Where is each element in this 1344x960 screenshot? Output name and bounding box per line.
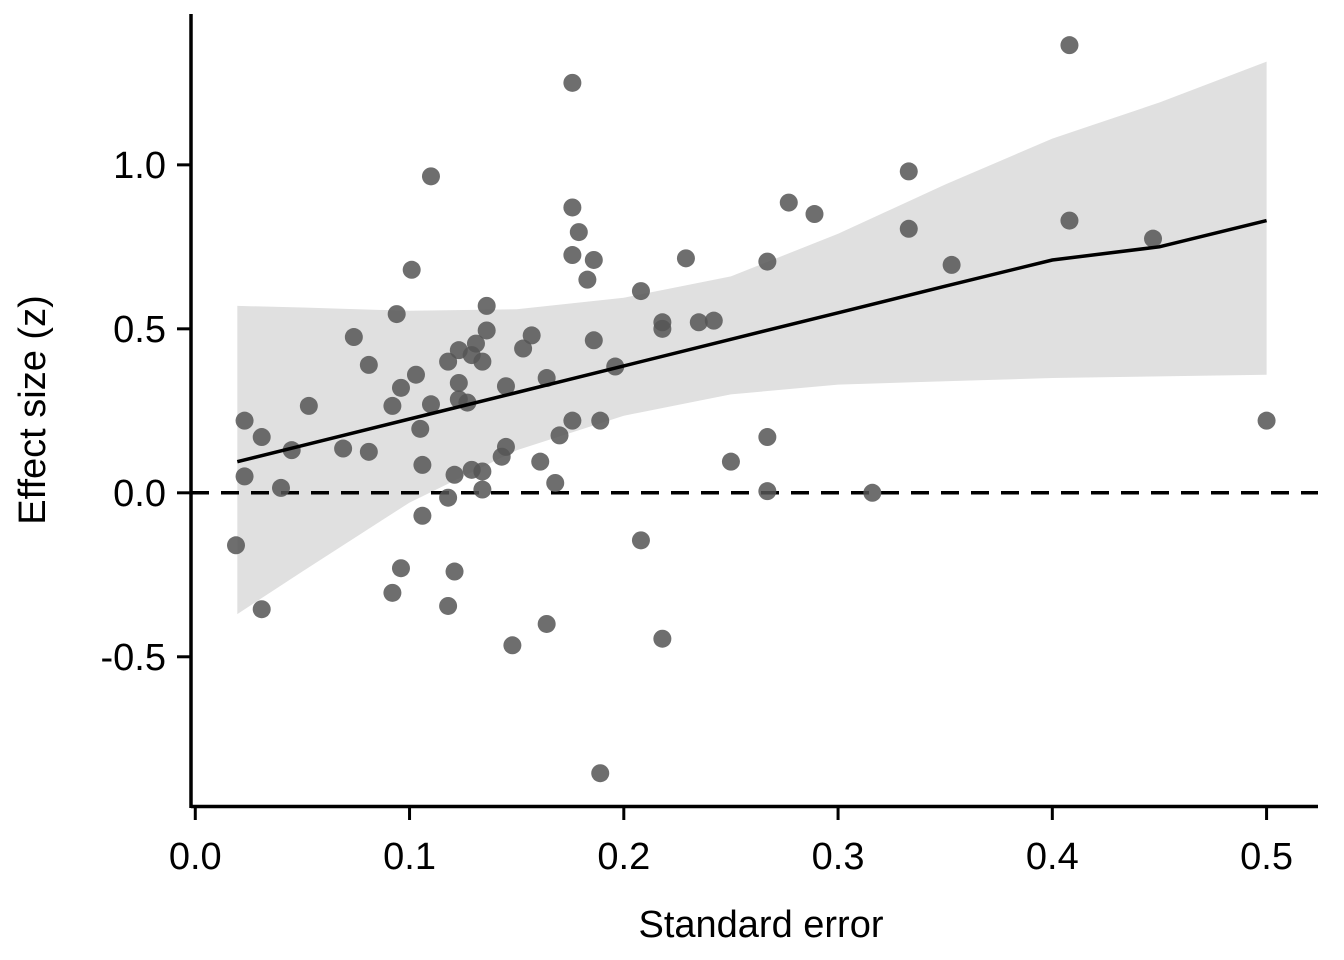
confidence-band <box>237 61 1267 615</box>
data-point <box>550 426 569 445</box>
data-point <box>226 536 245 555</box>
x-tick-label: 0.2 <box>597 836 650 878</box>
data-point <box>899 162 918 181</box>
data-point <box>235 411 254 430</box>
plot-area <box>191 36 1318 783</box>
ticks: 0.0 0.1 0.2 0.3 0.4 0.5 -0.5 0.0 0.5 1.0 <box>101 145 1293 878</box>
axes <box>189 14 1318 809</box>
data-point <box>631 531 650 550</box>
data-point <box>546 473 565 492</box>
data-point <box>402 260 421 279</box>
data-point <box>383 396 402 415</box>
data-point <box>496 437 515 456</box>
data-point <box>758 252 777 271</box>
data-point <box>334 439 353 458</box>
data-point <box>591 411 610 430</box>
data-point <box>578 270 597 289</box>
data-point <box>252 600 271 619</box>
y-tick-label: -0.5 <box>101 637 166 679</box>
data-point <box>531 452 550 471</box>
data-point <box>1257 411 1276 430</box>
data-point <box>391 559 410 578</box>
data-point <box>359 442 378 461</box>
data-point <box>406 365 425 384</box>
data-point <box>391 378 410 397</box>
data-point <box>653 319 672 338</box>
data-point <box>344 328 363 347</box>
data-point <box>653 629 672 648</box>
x-tick-label: 0.0 <box>169 836 222 878</box>
data-point <box>411 419 430 438</box>
data-point <box>383 583 402 602</box>
data-point <box>758 482 777 501</box>
data-point <box>445 465 464 484</box>
x-tick-label: 0.5 <box>1240 836 1293 878</box>
data-point <box>477 321 496 340</box>
data-point <box>721 452 740 471</box>
data-point <box>758 428 777 447</box>
data-point <box>1060 36 1079 55</box>
data-point <box>503 636 522 655</box>
data-point <box>439 596 458 615</box>
data-point <box>439 352 458 371</box>
data-point <box>689 313 708 332</box>
data-point <box>1060 211 1079 230</box>
data-point <box>863 483 882 502</box>
data-point <box>413 455 432 474</box>
x-tick-label: 0.3 <box>812 836 865 878</box>
data-point <box>631 282 650 301</box>
data-point <box>387 305 406 324</box>
data-point <box>563 246 582 265</box>
data-point <box>473 480 492 499</box>
data-point <box>439 488 458 507</box>
data-point <box>413 506 432 525</box>
data-point <box>445 562 464 581</box>
data-point <box>271 478 290 497</box>
data-point <box>676 249 695 268</box>
regression-line <box>236 218 1268 464</box>
data-point <box>421 167 440 186</box>
x-tick-label: 0.1 <box>383 836 436 878</box>
data-point <box>563 198 582 217</box>
data-point <box>584 250 603 269</box>
data-point <box>449 373 468 392</box>
data-point <box>537 614 556 633</box>
x-tick-label: 0.4 <box>1026 836 1079 878</box>
data-point <box>522 326 541 345</box>
y-tick-label: 0.0 <box>113 473 166 515</box>
data-point <box>805 205 824 224</box>
data-point <box>421 395 440 414</box>
data-point <box>591 764 610 783</box>
data-point <box>1144 229 1163 248</box>
y-tick-label: 0.5 <box>113 309 166 351</box>
data-point <box>563 73 582 92</box>
y-axis-title: Effect size (z) <box>12 295 54 524</box>
data-point <box>569 223 588 242</box>
data-point <box>473 462 492 481</box>
data-point <box>359 355 378 374</box>
data-point <box>299 396 318 415</box>
data-point <box>704 311 723 330</box>
data-point <box>235 467 254 486</box>
data-point <box>563 411 582 430</box>
data-point <box>514 339 533 358</box>
data-point <box>779 193 798 212</box>
data-point <box>466 334 485 353</box>
y-tick-label: 1.0 <box>113 145 166 187</box>
data-point <box>942 255 961 274</box>
data-point <box>252 428 271 447</box>
data-point <box>899 219 918 238</box>
data-point <box>473 352 492 371</box>
data-point <box>584 331 603 350</box>
x-axis-title: Standard error <box>638 904 883 946</box>
data-point <box>477 296 496 315</box>
data-point <box>496 377 515 396</box>
